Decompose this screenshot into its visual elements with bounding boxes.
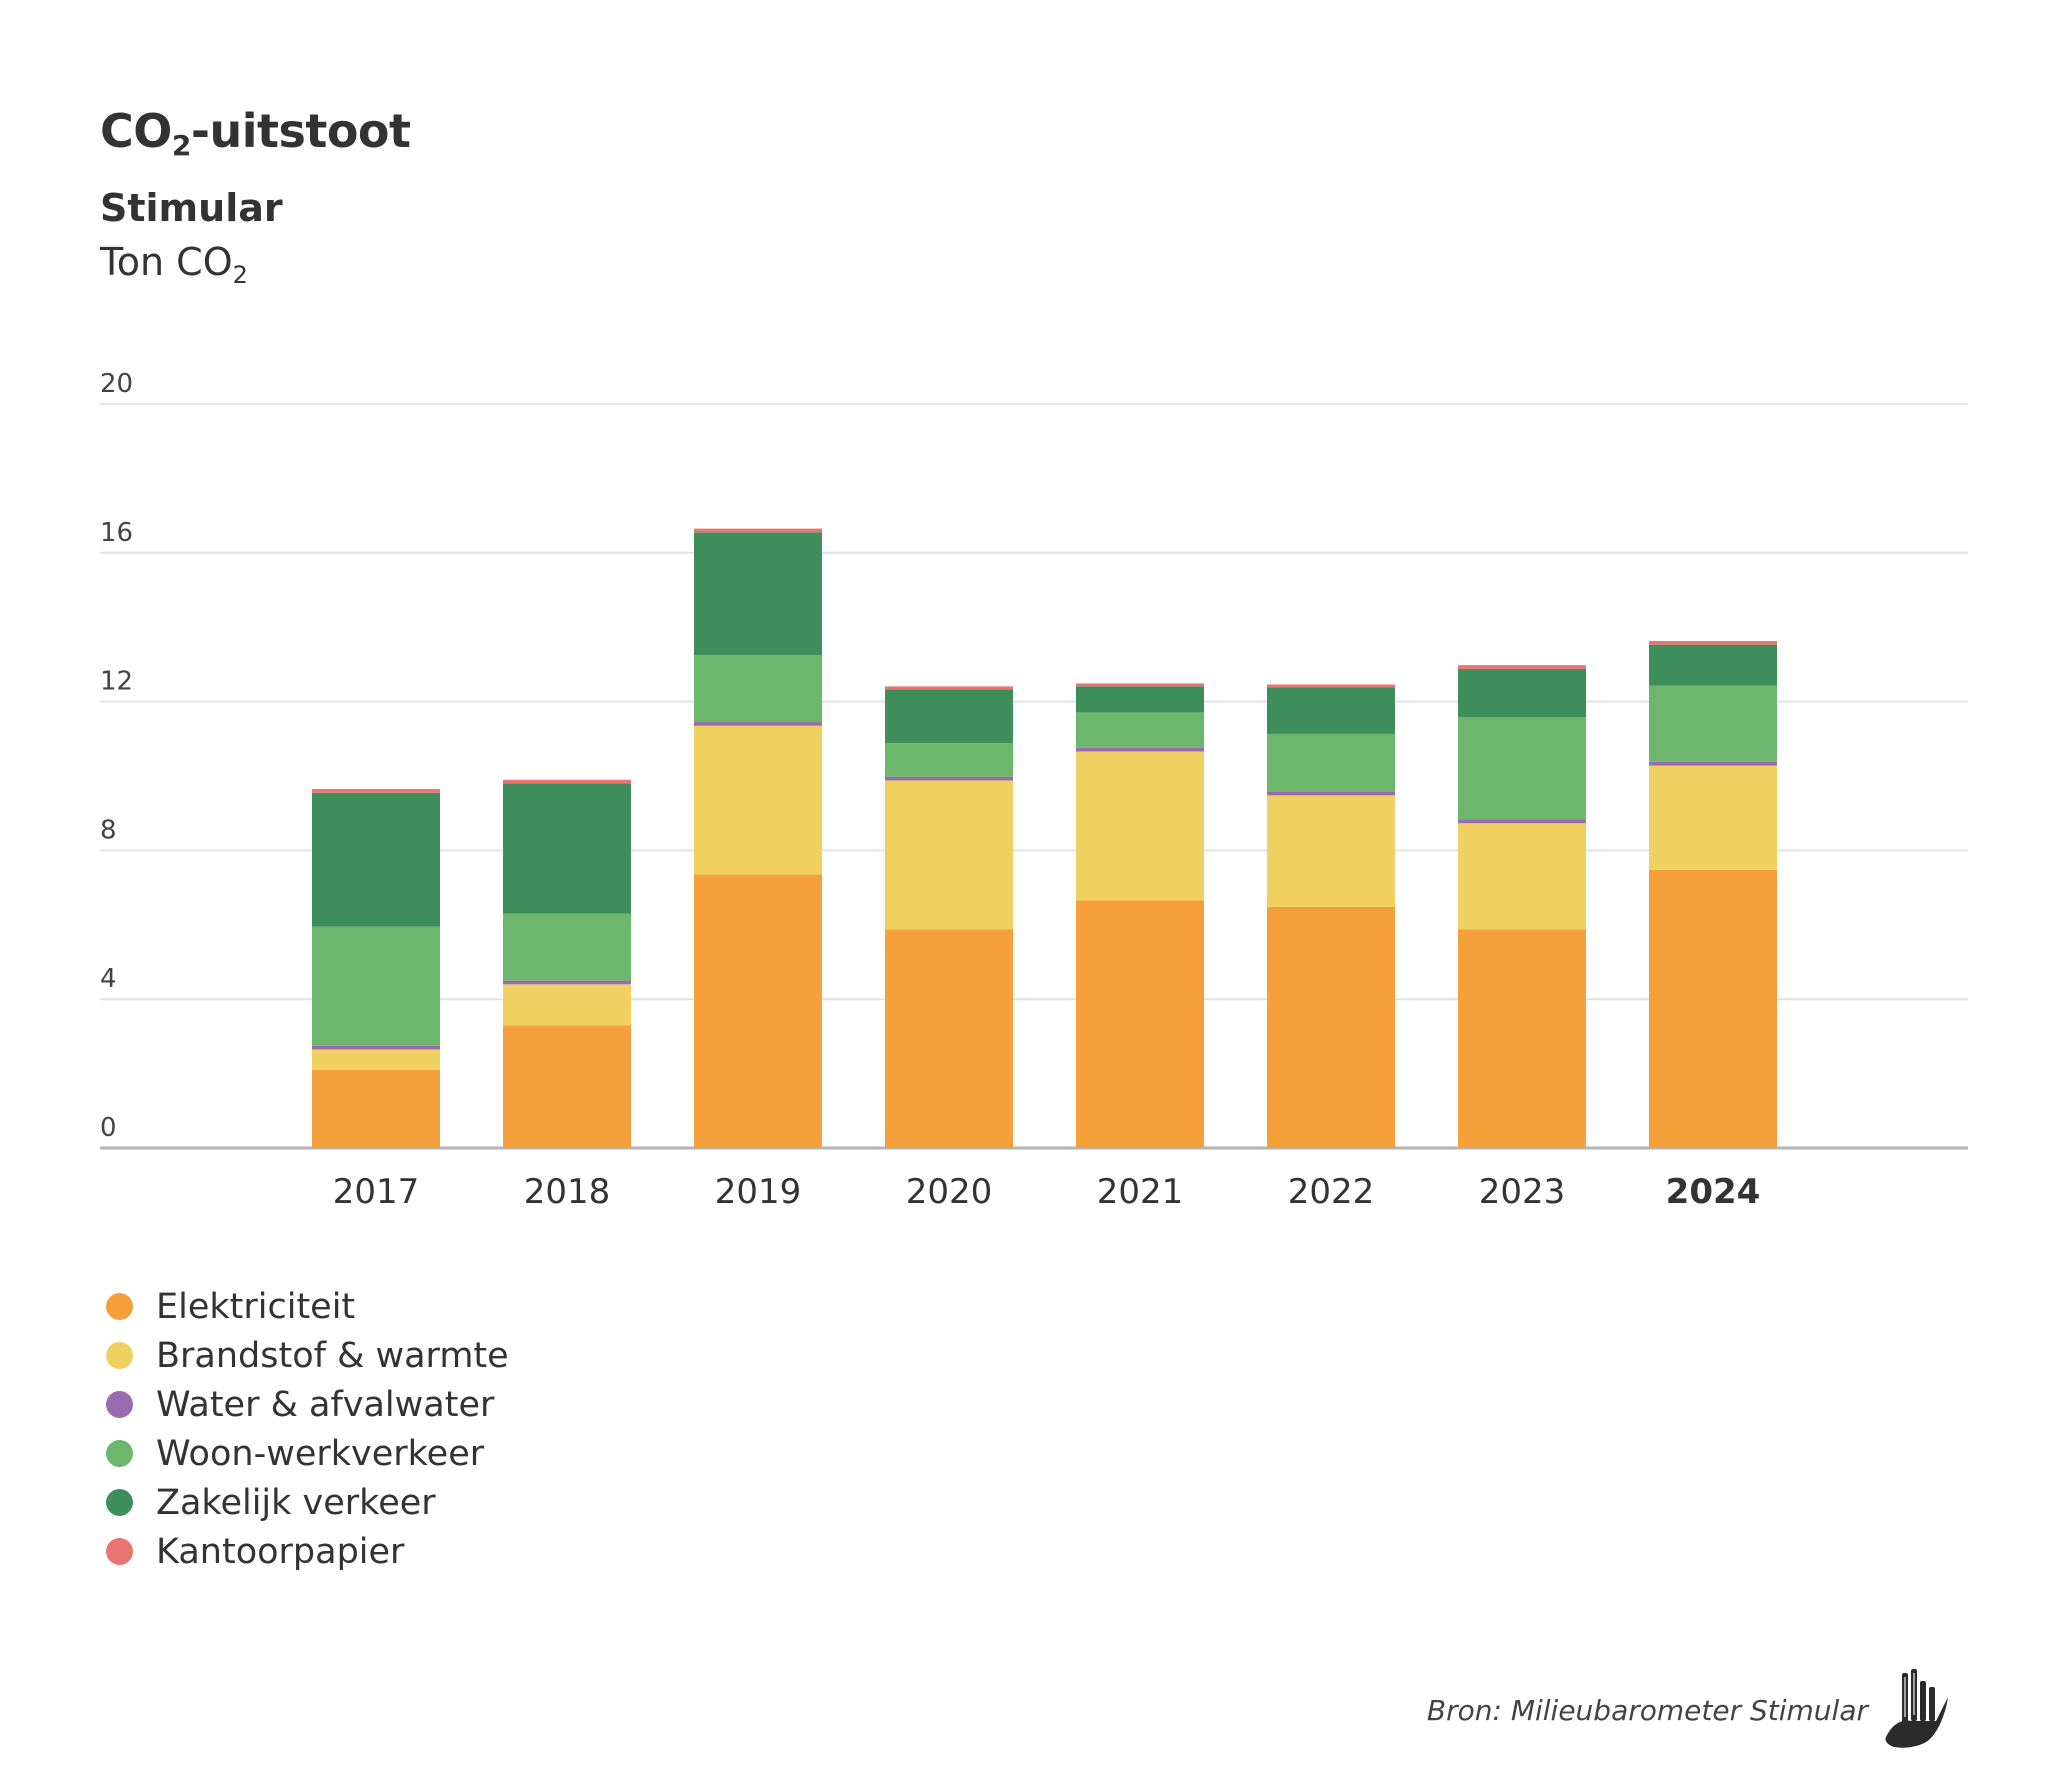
bar-segment (1076, 751, 1204, 901)
y-axis-unit-label: Ton CO2 (100, 240, 248, 289)
bar-segment (694, 874, 822, 1148)
bar-segment (312, 1045, 440, 1050)
y-axis-tick-labels: 0 4 8 12 16 20 (100, 369, 133, 1143)
bar-segment (312, 1049, 440, 1070)
bar-segment (503, 984, 631, 1026)
x-tick-label: 2020 (906, 1172, 993, 1212)
legend-label: Woon-werkverkeer (156, 1433, 485, 1474)
x-tick-label: 2018 (524, 1172, 611, 1212)
source-note: Bron: Milieubarometer Stimular (1426, 1694, 1868, 1727)
bar-segment (1076, 683, 1204, 687)
legend-swatch (106, 1342, 133, 1369)
bar-segment (694, 532, 822, 656)
legend-item: Kantoorpapier (106, 1527, 509, 1576)
legend-label: Brandstof & warmte (156, 1335, 509, 1376)
bar-segment (1458, 929, 1586, 1148)
x-tick-label: 2019 (715, 1172, 802, 1212)
bar-segment (1076, 712, 1204, 748)
chart-legend: Elektriciteit Brandstof & warmte Water & a… (106, 1282, 509, 1576)
bar-segment (1458, 819, 1586, 824)
bar-segment (1076, 686, 1204, 713)
bar-segment (1267, 733, 1395, 792)
x-tick-label: 2024 (1666, 1172, 1761, 1212)
legend-label: Zakelijk verkeer (156, 1482, 436, 1523)
legend-item: Zakelijk verkeer (106, 1478, 509, 1527)
x-tick-label: 2017 (333, 1172, 420, 1212)
x-axis-tick-labels: 2017 2018 2019 2020 2021 2022 2023 2024 (333, 1172, 1761, 1212)
bar-segment (1267, 906, 1395, 1148)
bar-stacks (312, 528, 1777, 1148)
x-tick-label: 2023 (1479, 1172, 1566, 1212)
legend-swatch (106, 1538, 133, 1565)
stacked-bar-chart: 2017 2018 2019 2020 2021 2022 2023 2024 0 4 8 12 16… (100, 369, 1968, 1212)
bar-segment (312, 1069, 440, 1148)
legend-item: Water & afvalwater (106, 1380, 509, 1429)
legend-label: Water & afvalwater (156, 1384, 495, 1425)
y-tick-label: 8 (100, 815, 117, 845)
bar-segment (885, 686, 1013, 690)
y-tick-label: 16 (100, 518, 133, 548)
bar-segment (1458, 668, 1586, 718)
bar-segment (1267, 684, 1395, 688)
y-tick-label: 20 (100, 369, 133, 399)
bar-segment (503, 779, 631, 784)
bar-segment (1267, 791, 1395, 796)
bar-segment (885, 689, 1013, 744)
bar-segment (1458, 823, 1586, 930)
chart-title: CO2-uitstoot (100, 104, 411, 162)
bar-segment (1267, 795, 1395, 907)
legend-swatch (106, 1293, 133, 1320)
legend-swatch (106, 1489, 133, 1516)
stimular-hand-logo-icon (1885, 1669, 1948, 1748)
bar-segment (885, 780, 1013, 930)
bar-segment (312, 792, 440, 927)
y-tick-label: 0 (100, 1113, 117, 1143)
y-tick-label: 12 (100, 667, 133, 697)
legend-item: Brandstof & warmte (106, 1331, 509, 1380)
bar-segment (1649, 761, 1777, 766)
bar-segment (885, 929, 1013, 1148)
bar-segment (1458, 717, 1586, 820)
legend-label: Elektriciteit (156, 1286, 356, 1327)
bar-segment (1076, 747, 1204, 752)
legend-swatch (106, 1440, 133, 1467)
bar-segment (312, 926, 440, 1046)
bar-segment (1649, 869, 1777, 1148)
bar-segment (1076, 900, 1204, 1148)
bar-segment (885, 743, 1013, 777)
x-tick-label: 2022 (1288, 1172, 1375, 1212)
bar-segment (503, 913, 631, 981)
bar-segment (694, 528, 822, 533)
bar-segment (1649, 765, 1777, 870)
bar-segment (503, 783, 631, 914)
x-tick-label: 2021 (1097, 1172, 1184, 1212)
legend-item: Woon-werkverkeer (106, 1429, 509, 1478)
bar-segment (694, 725, 822, 875)
chart-subtitle: Stimular (100, 186, 283, 230)
y-tick-label: 4 (100, 964, 117, 994)
bar-segment (1649, 685, 1777, 762)
bar-segment (1649, 644, 1777, 686)
bar-segment (312, 789, 440, 793)
bar-segment (1649, 640, 1777, 645)
bar-segment (503, 980, 631, 985)
bar-segment (1458, 665, 1586, 669)
legend-label: Kantoorpapier (156, 1531, 405, 1572)
bar-segment (694, 722, 822, 726)
bar-segment (503, 1025, 631, 1148)
legend-item: Elektriciteit (106, 1282, 509, 1331)
bar-segment (1267, 687, 1395, 734)
bar-segment (694, 655, 822, 723)
bar-segment (885, 776, 1013, 781)
legend-swatch (106, 1391, 133, 1418)
